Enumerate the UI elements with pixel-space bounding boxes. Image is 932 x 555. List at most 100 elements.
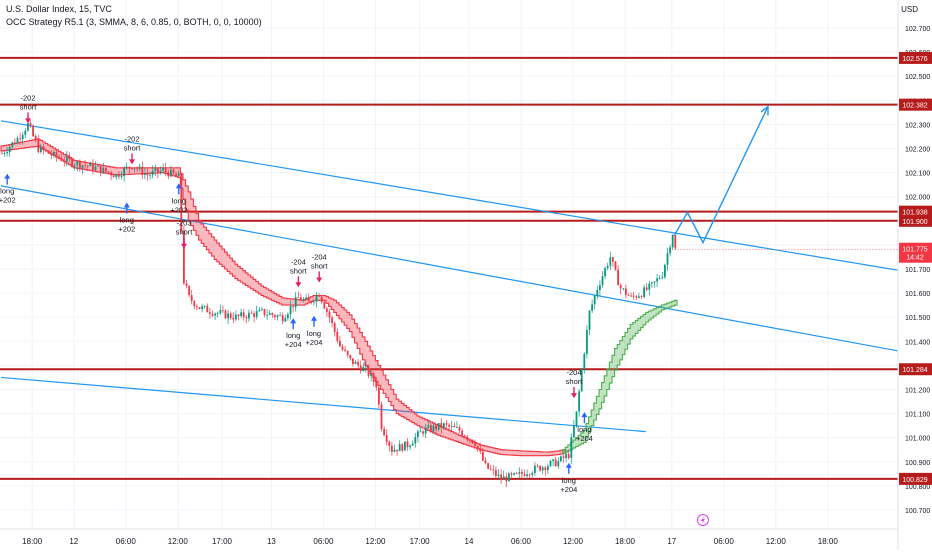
signal-amount-label: +204 (285, 340, 302, 349)
projection-arrowhead (760, 104, 769, 116)
candle (440, 418, 443, 434)
candle (227, 309, 229, 325)
candle (112, 174, 115, 178)
candle-body (97, 165, 99, 167)
signal-side-label: long (307, 329, 321, 338)
candle-body (492, 469, 495, 471)
long-arrowhead-icon (311, 315, 317, 321)
candle (157, 168, 159, 179)
signal-amount-label: +204 (560, 485, 577, 494)
candle-body (258, 309, 261, 312)
candle-body (349, 355, 352, 359)
candle-body (94, 166, 97, 171)
candle (570, 433, 573, 464)
candle (24, 128, 27, 139)
candle (40, 143, 42, 154)
candle-body (528, 474, 531, 476)
candle (115, 173, 118, 180)
signal-side-label: long (172, 196, 186, 205)
candle-body (495, 470, 497, 476)
candle (448, 422, 450, 432)
candle (19, 132, 21, 145)
candle (461, 428, 463, 437)
candle-body (58, 156, 60, 158)
candle (266, 308, 268, 321)
candle (45, 149, 47, 153)
candle (443, 422, 445, 430)
candle (346, 350, 349, 358)
candle (383, 425, 385, 437)
candle (554, 456, 557, 467)
candle-body (266, 314, 268, 316)
candle (617, 265, 619, 286)
candle-body (331, 317, 333, 323)
candle (336, 328, 339, 344)
candle-body (658, 278, 661, 279)
candle (367, 364, 370, 379)
candle-body (505, 476, 508, 482)
candle (310, 300, 313, 305)
candle (183, 225, 185, 286)
candle-body (201, 306, 203, 309)
candle (552, 458, 554, 466)
signal-side-label: long (286, 331, 300, 340)
candle (123, 166, 125, 182)
level-price-tag (899, 51, 932, 64)
candle-body (172, 169, 175, 174)
candle (302, 296, 305, 303)
time-tick-label: 18:00 (615, 537, 636, 546)
candle (456, 421, 458, 429)
projection (673, 104, 769, 245)
candle (307, 293, 310, 302)
candle-body (599, 285, 601, 291)
candle-body (573, 425, 575, 438)
level-price-label: 102.382 (902, 103, 927, 110)
time-tick-label: 06:00 (116, 537, 137, 546)
long-signal: long+202 (118, 202, 135, 234)
candle-body (411, 443, 414, 446)
candle (209, 307, 211, 320)
bar-countdown-label: 14:42 (906, 255, 924, 262)
candle (370, 369, 372, 382)
candle-body (302, 299, 305, 301)
level-price-label: 101.284 (902, 367, 927, 374)
time-tick-label: 14 (465, 537, 474, 546)
candle-body (318, 295, 320, 297)
candle-body (211, 313, 214, 316)
candle-body (261, 309, 263, 310)
candle (300, 293, 302, 302)
candle-body (86, 165, 89, 167)
signal-side-label: short (20, 102, 38, 111)
candle-body (583, 353, 586, 370)
candle (58, 154, 60, 160)
candle-body (596, 290, 599, 296)
candle (281, 312, 284, 325)
candle (458, 424, 461, 433)
signal-amount-label: -204 (566, 368, 581, 377)
candle (318, 293, 320, 298)
candle (656, 273, 658, 287)
signal-side-label: long (0, 187, 14, 196)
signal-amount-label: -203 (176, 219, 191, 228)
candle (219, 304, 222, 316)
candle (526, 469, 528, 481)
candle-body (352, 358, 354, 364)
time-tick-label: 18:00 (22, 537, 43, 546)
candle-body (508, 473, 510, 482)
candle (627, 293, 630, 296)
candle (216, 311, 219, 318)
price-tick-label: 101.000 (905, 436, 930, 443)
candle-body (372, 374, 375, 382)
long-arrowhead-icon (4, 173, 11, 179)
short-arrowhead-icon (25, 118, 31, 124)
candle-body (669, 247, 671, 254)
time-tick-label: 12:00 (365, 537, 386, 546)
candle-body (489, 468, 492, 470)
price-tick-label: 102.000 (905, 195, 930, 202)
candle-body (206, 305, 209, 313)
candle-body (118, 173, 120, 177)
level-price-label: 100.829 (902, 477, 927, 484)
candle (591, 299, 593, 314)
